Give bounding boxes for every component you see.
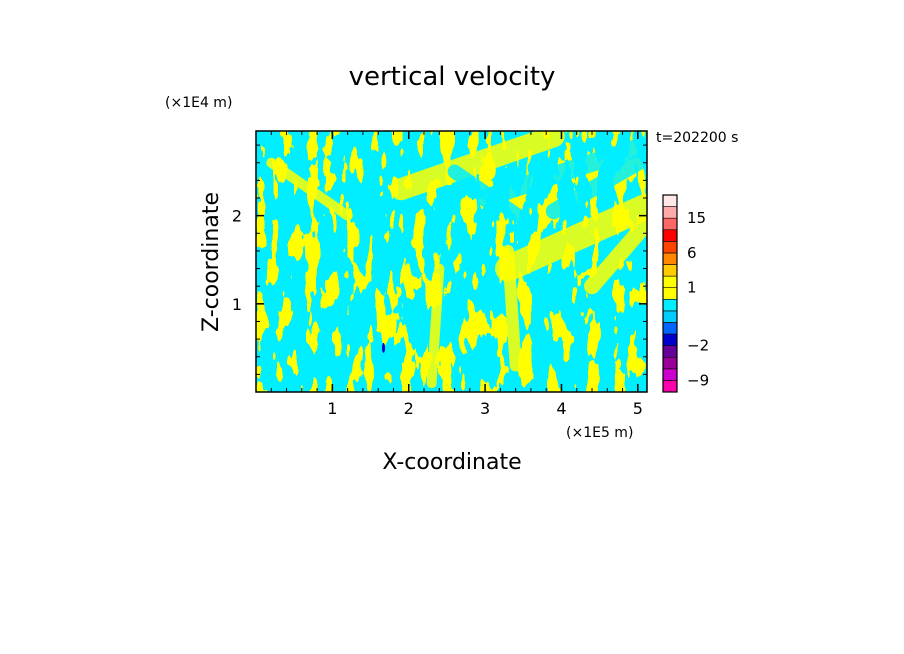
y-tick-label: 2 <box>232 207 242 226</box>
x-tick-label: 5 <box>633 399 643 418</box>
field-band <box>502 244 522 372</box>
colorbar-segment <box>662 368 678 381</box>
x-tick-label: 3 <box>480 399 490 418</box>
colorbar-tick-label: −2 <box>687 337 709 355</box>
colorbar-segment <box>662 310 678 323</box>
colorbar-segment <box>662 287 678 300</box>
field-band <box>476 136 647 208</box>
field-band <box>584 216 647 295</box>
field-band <box>390 131 565 201</box>
colorbar-segment <box>662 333 678 346</box>
colorbar-segment <box>662 252 678 265</box>
field-band <box>495 193 647 282</box>
colorbar-segment <box>662 298 678 312</box>
x-axis-title: X-coordinate <box>382 450 521 475</box>
x-tick-label: 2 <box>404 399 414 418</box>
plot-area <box>256 131 647 392</box>
colorbar: 15 6 1 −2 −9 <box>662 194 709 393</box>
field-band <box>426 263 445 389</box>
field-band <box>447 164 538 232</box>
colorbar-segment <box>662 264 678 277</box>
colorbar-segment <box>662 206 678 219</box>
colorbar-segment <box>662 229 678 242</box>
colorbar-segment <box>662 217 678 231</box>
y-axis: 12 <box>232 144 647 375</box>
colorbar-segment <box>662 194 678 207</box>
colorbar-segment <box>662 380 678 393</box>
field-band <box>266 157 353 221</box>
colorbar-tick-label: 6 <box>687 244 697 262</box>
colorbar-segment <box>662 322 678 335</box>
field-band <box>545 154 646 220</box>
colorbar-tick-label: 1 <box>687 279 697 297</box>
chart-title: vertical velocity <box>349 62 556 92</box>
x-axis: 1 2 3 4 5 <box>270 131 643 418</box>
velocity-field-blobs <box>266 131 647 389</box>
y-axis-title: Z-coordinate <box>199 192 224 332</box>
strong-downdraft-spot <box>382 342 386 353</box>
plot-frame <box>255 130 648 393</box>
x-tick-label: 1 <box>327 399 337 418</box>
x-scale-label: (×1E5 m) <box>566 425 633 441</box>
colorbar-segment <box>662 345 678 358</box>
x-tick-label: 4 <box>556 399 566 418</box>
colorbar-tick-label: −9 <box>687 371 709 389</box>
colorbar-segment <box>662 241 678 254</box>
colorbar-segment <box>662 275 678 289</box>
colorbar-tick-label: 15 <box>687 209 706 227</box>
y-tick-label: 1 <box>232 295 242 314</box>
colorbar-frame <box>662 194 678 393</box>
colorbar-segment <box>662 356 678 370</box>
time-label: t=202200 s <box>656 130 738 146</box>
y-scale-label: (×1E4 m) <box>165 95 232 111</box>
